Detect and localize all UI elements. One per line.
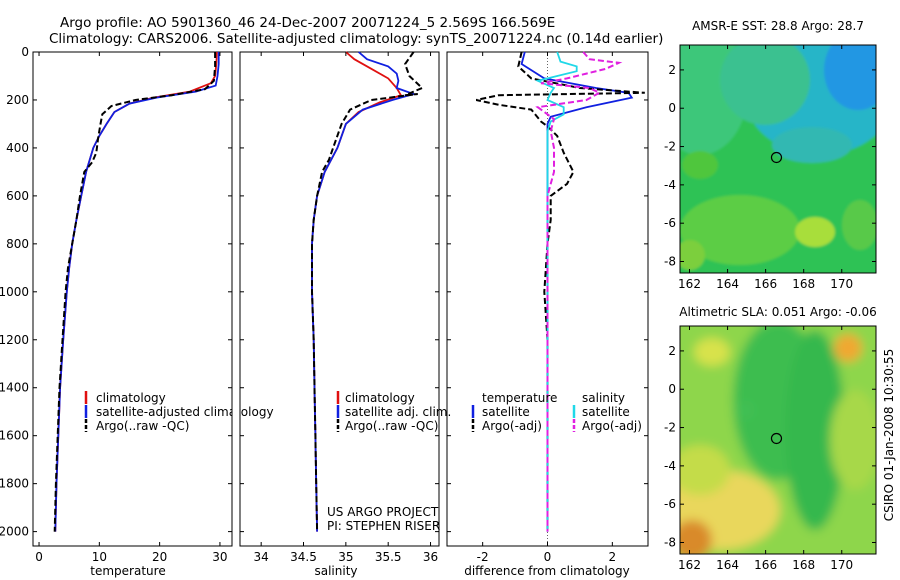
- sst-xtick-label: 170: [830, 277, 853, 291]
- temperature-xlabel: temperature: [90, 564, 165, 578]
- legend-label-sal-argo: Argo(-adj): [582, 419, 642, 433]
- temperature-ytick-label: 1600: [0, 429, 29, 443]
- temperature-legend: climatology satellite-adjusted climatolo…: [84, 391, 274, 433]
- sla-map-title: Altimetric SLA: 0.051 Argo: -0.06: [679, 305, 876, 319]
- sst-xtick-label: 164: [716, 277, 739, 291]
- temperature-ytick-label: 1200: [0, 333, 29, 347]
- legend-label-climatology: climatology: [345, 391, 415, 405]
- temperature-ytick-label: 0: [21, 45, 29, 59]
- temperature-series-2: [53, 52, 217, 532]
- profile-lines: [53, 51, 645, 546]
- axis-ticks: 0 10 20 30020040060080010001200140016001800…: [0, 45, 648, 564]
- sla-map-frame: [679, 325, 877, 555]
- difference-xlabel: difference from climatology: [464, 564, 630, 578]
- salinity-legend: climatology satellite adj. clim. Argo(..…: [336, 391, 451, 433]
- header-line1: Argo profile: AO 5901360_46 24-Dec-2007 …: [60, 15, 555, 31]
- salinity-xtick-label: 35.5: [375, 550, 402, 564]
- temperature-series-0: [54, 51, 218, 532]
- legend-label-satellite: satellite: [482, 405, 530, 419]
- sla-heatmap: [680, 326, 876, 554]
- sla-ytick-label: -2: [664, 421, 676, 435]
- salinity-series-1: [311, 51, 417, 532]
- difference-series-2: [535, 51, 578, 532]
- legend-label-argo: Argo(..raw -QC): [96, 419, 189, 433]
- legend-label-argo: Argo(..raw -QC): [345, 419, 438, 433]
- difference-xtick-label: -2: [477, 550, 489, 564]
- temperature-ytick-label: 600: [6, 189, 29, 203]
- temperature-ytick-label: 1000: [0, 285, 29, 299]
- sla-xtick-label: 170: [830, 558, 853, 572]
- salinity-series-0: [311, 51, 403, 532]
- sla-xtick-label: 164: [716, 558, 739, 572]
- sst-ytick-label: -8: [664, 255, 676, 269]
- legend-label-sal-satellite: satellite: [582, 405, 630, 419]
- csiro-stamp: CSIRO 01-Jan-2008 10:30:55: [882, 349, 896, 521]
- difference-xtick-label: 0: [544, 550, 552, 564]
- sla-argo-marker: [770, 432, 783, 445]
- legend-heading-salinity: salinity: [582, 391, 625, 405]
- sla-ytick-label: -8: [664, 536, 676, 550]
- sst-ytick-label: 0: [668, 101, 676, 115]
- sst-xtick-label: 168: [792, 277, 815, 291]
- sla-xtick-label: 168: [792, 558, 815, 572]
- temperature-ytick-label: 1400: [0, 381, 29, 395]
- legend-heading-temperature: temperature: [482, 391, 557, 405]
- sst-ytick-label: -2: [664, 140, 676, 154]
- salinity-series-2: [311, 51, 424, 532]
- temperature-panel: [32, 51, 233, 547]
- sst-xtick-label: 162: [678, 277, 701, 291]
- legend-label-satellite: satellite adj. clim.: [345, 405, 451, 419]
- salinity-xtick-label: 36: [423, 550, 438, 564]
- temperature-xtick-label: 20: [152, 550, 167, 564]
- temperature-ytick-label: 400: [6, 141, 29, 155]
- temperature-ytick-label: 2000: [0, 525, 29, 539]
- legend-label-satellite: satellite-adjusted climatology: [96, 405, 274, 419]
- sst-heatmap: [680, 45, 876, 273]
- sst-map-frame: [679, 44, 877, 274]
- sla-xtick-label: 162: [678, 558, 701, 572]
- project-annotation: US ARGO PROJECT: [327, 505, 439, 519]
- sla-ytick-label: -4: [664, 459, 676, 473]
- difference-series-1: [475, 51, 645, 532]
- temperature-series-1: [54, 52, 220, 532]
- sla-ytick-label: -6: [664, 497, 676, 511]
- sst-xtick-label: 166: [754, 277, 777, 291]
- sst-ytick-label: -4: [664, 178, 676, 192]
- legend-label-argo: Argo(-adj): [482, 419, 542, 433]
- sst-map-title: AMSR-E SST: 28.8 Argo: 28.7: [692, 19, 864, 33]
- salinity-xtick-label: 34.5: [290, 550, 317, 564]
- sla-ytick-label: 0: [668, 382, 676, 396]
- temperature-ytick-label: 800: [6, 237, 29, 251]
- sst-ytick-label: -6: [664, 216, 676, 230]
- temperature-xtick-label: 30: [212, 550, 227, 564]
- salinity-panel: [239, 51, 440, 547]
- header-line2: Climatology: CARS2006. Satellite-adjuste…: [49, 31, 663, 47]
- sst-ytick-label: 2: [668, 63, 676, 77]
- salinity-xtick-label: 34: [254, 550, 269, 564]
- temperature-ytick-label: 1800: [0, 477, 29, 491]
- legend-label-climatology: climatology: [96, 391, 166, 405]
- sst-argo-marker: [770, 151, 783, 164]
- temperature-xtick-label: 0: [35, 550, 43, 564]
- pi-annotation: PI: STEPHEN RISER: [327, 519, 440, 533]
- sla-ytick-label: 2: [668, 344, 676, 358]
- sla-xtick-label: 166: [754, 558, 777, 572]
- temperature-xtick-label: 10: [92, 550, 107, 564]
- temperature-ytick-label: 200: [6, 93, 29, 107]
- difference-legend: temperature satellite Argo(-adj) salinit…: [471, 391, 642, 433]
- difference-xtick-label: 2: [609, 550, 617, 564]
- difference-series-3: [535, 51, 623, 532]
- salinity-xtick-label: 35: [338, 550, 353, 564]
- difference-series-0: [520, 51, 634, 532]
- salinity-xlabel: salinity: [314, 564, 357, 578]
